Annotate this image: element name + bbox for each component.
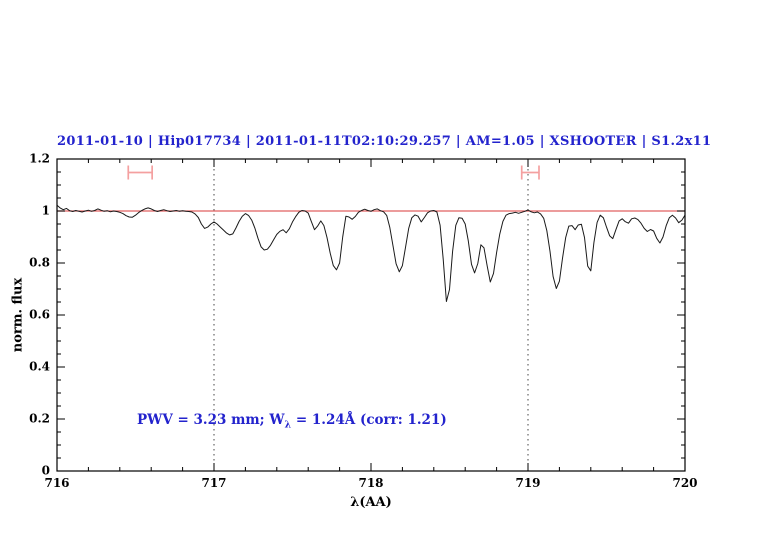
x-tick-label: 716 (44, 476, 70, 490)
x-tick-label: 720 (672, 476, 698, 490)
y-tick-label: 0 (41, 463, 50, 478)
plot-title: 2011-01-10 | Hip017734 | 2011-01-11T02:1… (57, 134, 712, 149)
y-tick-label: 1.2 (29, 151, 50, 166)
pwv-annotation-suffix: = 1.24Å (corr: 1.21) (291, 412, 447, 428)
pwv-annotation: PWV = 3.23 mm; Wλ = 1.24Å (corr: 1.21) (137, 412, 447, 431)
x-tick-label: 718 (358, 476, 384, 490)
y-tick-label: 0.6 (29, 307, 50, 322)
x-tick-label: 717 (201, 476, 227, 490)
pwv-annotation-prefix: PWV = 3.23 mm; W (137, 412, 285, 428)
y-tick-label: 1 (41, 203, 50, 218)
pwv-annotation-subscript: λ (284, 419, 292, 431)
x-axis-label: λ(AA) (350, 495, 392, 510)
y-tick-label: 0.4 (29, 359, 50, 374)
y-tick-label: 0.8 (29, 255, 50, 270)
spectrum-line (56, 204, 686, 302)
x-tick-label: 719 (515, 476, 541, 490)
y-tick-label: 0.2 (29, 411, 50, 426)
